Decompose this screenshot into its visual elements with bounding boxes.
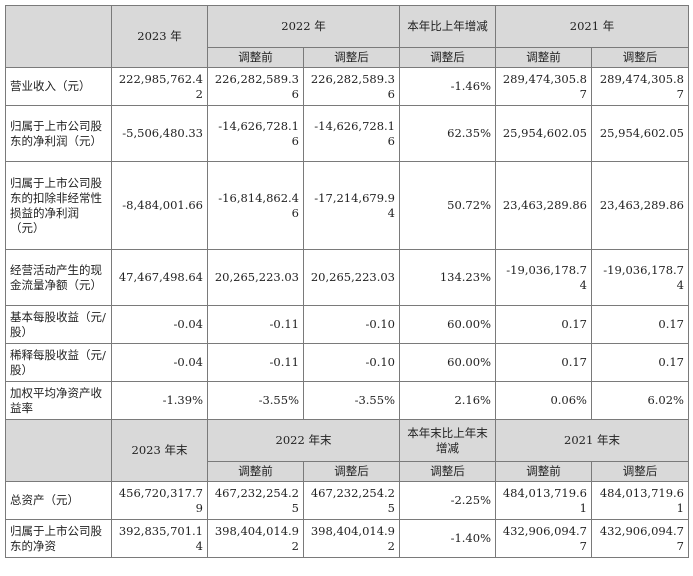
value-yoy: -1.40% [399,519,496,558]
value-2021-after: -19,036,178.74 [591,249,689,306]
row-label: 营业收入（元） [5,67,112,106]
header-yoy-after: 调整后 [399,47,496,68]
header-blank-cell [5,419,112,482]
header-yoy: 本年比上年增减 [399,5,496,48]
header-2023-end: 2023 年末 [111,419,208,482]
value-2021-before: 25,954,602.05 [495,105,592,162]
header-2021-before: 调整前 [495,461,592,482]
row-label: 总资产（元） [5,481,112,520]
value-2022-after: -0.10 [303,305,400,344]
value-yoy: 2.16% [399,381,496,420]
value-yoy: 60.00% [399,343,496,382]
value-2021-before: 484,013,719.61 [495,481,592,520]
row-label: 归属于上市公司股东的净资 [5,519,112,558]
header-2021: 2021 年 [495,5,689,48]
header-row-sub: 调整前 调整后 调整后 调整前 调整后 [6,47,689,68]
value-2021-before: 0.17 [495,305,592,344]
header-2021-after: 调整后 [591,47,689,68]
value-2021-after: 25,954,602.05 [591,105,689,162]
value-2021-after: 0.17 [591,343,689,382]
value-2023: 47,467,498.64 [111,249,208,306]
value-2022-after: -3.55% [303,381,400,420]
value-2021-after: 23,463,289.86 [591,161,689,250]
value-2021-after: 432,906,094.77 [591,519,689,558]
header-2022-before: 调整前 [207,47,304,68]
value-2023: -1.39% [111,381,208,420]
header-2022-after: 调整后 [303,47,400,68]
header-2022-end: 2022 年末 [207,419,400,462]
value-2021-after: 6.02% [591,381,689,420]
value-2022-before: 467,232,254.25 [207,481,304,520]
row-label: 稀释每股收益（元/股） [5,343,112,382]
table-row: 归属于上市公司股东的净资 392,835,701.14 398,404,014.… [5,519,689,558]
value-2021-before: 23,463,289.86 [495,161,592,250]
value-2023: -0.04 [111,343,208,382]
header-2022: 2022 年 [207,5,400,48]
value-2021-after: 484,013,719.61 [591,481,689,520]
value-yoy: 60.00% [399,305,496,344]
value-2021-after: 289,474,305.87 [591,67,689,106]
table-row: 加权平均净资产收益率 -1.39% -3.55% -3.55% 2.16% 0.… [5,381,689,420]
table-row: 稀释每股收益（元/股） -0.04 -0.11 -0.10 60.00% 0.1… [5,343,689,382]
value-yoy: 50.72% [399,161,496,250]
table-row: 归属于上市公司股东的扣除非经常性损益的净利润（元） -8,484,001.66 … [5,161,689,250]
value-2022-before: -3.55% [207,381,304,420]
header-blank-cell [5,5,112,68]
value-2022-after: 226,282,589.36 [303,67,400,106]
value-2022-before: 226,282,589.36 [207,67,304,106]
header-2021-after: 调整后 [591,461,689,482]
value-2023: 456,720,317.79 [111,481,208,520]
header-row-top: 2023 年 2022 年 本年比上年增减 2021 年 [5,5,689,68]
value-2022-before: 20,265,223.03 [207,249,304,306]
value-yoy: 134.23% [399,249,496,306]
value-2022-after: 398,404,014.92 [303,519,400,558]
header-2023: 2023 年 [111,5,208,68]
table-row: 经营活动产生的现金流量净额（元） 47,467,498.64 20,265,22… [5,249,689,306]
value-yoy: -2.25% [399,481,496,520]
value-2021-before: 432,906,094.77 [495,519,592,558]
header-2021-end: 2021 年末 [495,419,689,462]
value-2023: -8,484,001.66 [111,161,208,250]
table-row: 归属于上市公司股东的净利润（元） -5,506,480.33 -14,626,7… [5,105,689,162]
value-yoy: 62.35% [399,105,496,162]
value-2022-before: -0.11 [207,343,304,382]
header-row-top: 2023 年末 2022 年末 本年末比上年末增减 2021 年末 [5,419,689,482]
header-2022-after: 调整后 [303,461,400,482]
header-yoy-after: 调整后 [399,461,496,482]
value-2023: 222,985,762.42 [111,67,208,106]
value-2022-before: -14,626,728.16 [207,105,304,162]
value-2023: 392,835,701.14 [111,519,208,558]
value-2021-before: 0.17 [495,343,592,382]
value-yoy: -1.46% [399,67,496,106]
header-2022-before: 调整前 [207,461,304,482]
value-2021-after: 0.17 [591,305,689,344]
table-row: 总资产（元） 456,720,317.79 467,232,254.25 467… [5,481,689,520]
value-2022-before: 398,404,014.92 [207,519,304,558]
value-2022-before: -16,814,862.46 [207,161,304,250]
value-2022-after: 20,265,223.03 [303,249,400,306]
value-2022-after: -17,214,679.94 [303,161,400,250]
row-label: 归属于上市公司股东的净利润（元） [5,105,112,162]
row-label: 归属于上市公司股东的扣除非经常性损益的净利润（元） [5,161,112,250]
value-2022-before: -0.11 [207,305,304,344]
financial-summary-table: 2023 年 2022 年 本年比上年增减 2021 年 调整前 调整后 调整后… [5,5,689,558]
row-label: 经营活动产生的现金流量净额（元） [5,249,112,306]
row-label: 加权平均净资产收益率 [5,381,112,420]
value-2022-after: 467,232,254.25 [303,481,400,520]
value-2021-before: 289,474,305.87 [495,67,592,106]
value-2021-before: -19,036,178.74 [495,249,592,306]
header-yoy-end: 本年末比上年末增减 [399,419,496,462]
value-2023: -5,506,480.33 [111,105,208,162]
value-2022-after: -0.10 [303,343,400,382]
value-2021-before: 0.06% [495,381,592,420]
table-row: 基本每股收益（元/股） -0.04 -0.11 -0.10 60.00% 0.1… [5,305,689,344]
value-2023: -0.04 [111,305,208,344]
header-2021-before: 调整前 [495,47,592,68]
row-label: 基本每股收益（元/股） [5,305,112,344]
value-2022-after: -14,626,728.16 [303,105,400,162]
table-row: 营业收入（元） 222,985,762.42 226,282,589.36 22… [5,67,689,106]
